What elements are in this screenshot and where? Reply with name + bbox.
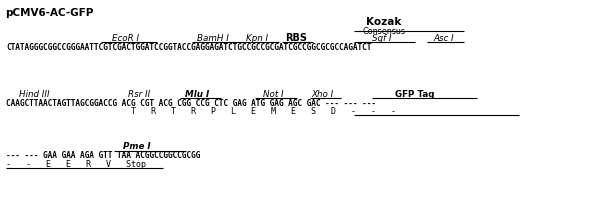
Text: RBS: RBS xyxy=(285,33,307,43)
Text: Sgf I: Sgf I xyxy=(373,34,392,43)
Text: -   -   E   E   R   V   Stop: - - E E R V Stop xyxy=(6,160,146,169)
Text: CTATAGGGCGGCCGGGAATTCGTCGACTGGATCCGGTACCGAGGAGATCTGCCGCCGCGATCGCCGGCGCGCCAGATCT: CTATAGGGCGGCCGGGAATTCGTCGACTGGATCCGGTACC… xyxy=(6,43,371,52)
Text: Consensus: Consensus xyxy=(362,27,406,36)
Text: Mlu I: Mlu I xyxy=(185,90,209,99)
Text: Asc I: Asc I xyxy=(434,34,454,43)
Text: Rsr II: Rsr II xyxy=(128,90,151,99)
Text: Not I: Not I xyxy=(263,90,283,99)
Text: Xho I: Xho I xyxy=(311,90,334,99)
Text: EcoR I: EcoR I xyxy=(112,34,140,43)
Text: BamH I: BamH I xyxy=(197,34,229,43)
Text: T   R   T   R   P   L   E   M   E   S   D   -   -   -: T R T R P L E M E S D - - - xyxy=(6,107,396,116)
Text: Kozak: Kozak xyxy=(367,17,401,27)
Text: Pme I: Pme I xyxy=(123,142,151,151)
Text: Kpn I: Kpn I xyxy=(246,34,268,43)
Text: Hind III: Hind III xyxy=(19,90,50,99)
Text: GFP Tag: GFP Tag xyxy=(395,90,435,99)
Text: CAAGCTTAACTAGTTAGCGGACCG ACG CGT ACG CGG CCG CTC GAG ATG GAG AGC GAC --- --- ---: CAAGCTTAACTAGTTAGCGGACCG ACG CGT ACG CGG… xyxy=(6,99,376,108)
Text: --- --- GAA GAA AGA GTT TAA ACGGCCGGCCGCGG: --- --- GAA GAA AGA GTT TAA ACGGCCGGCCGC… xyxy=(6,151,200,160)
Text: pCMV6-AC-GFP: pCMV6-AC-GFP xyxy=(5,8,93,18)
